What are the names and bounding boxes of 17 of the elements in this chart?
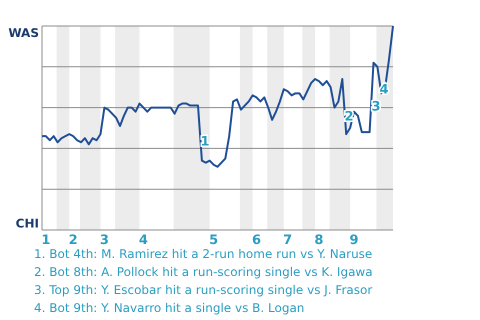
x-tick-label: 8: [314, 233, 324, 248]
text: CHI: [16, 216, 39, 231]
x-tick-label: 7: [283, 233, 292, 248]
x-tick-label: 5: [209, 233, 218, 248]
annotation: 3: [371, 100, 381, 115]
text: 4. Bot 9th: Y. Navarro hit a single vs B. Logan: [34, 301, 304, 315]
x-tick-label: 1: [41, 233, 50, 248]
x-tick-label: 2: [68, 233, 78, 248]
text: WAS: [8, 26, 39, 40]
text: 3. Top 9th: Y. Escobar hit a run-scoring single vs J. Frasor: [34, 283, 372, 297]
text: 2. Bot 8th: A. Pollock hit a run-scoring single vs K. Igawa: [34, 265, 373, 279]
x-tick-label: 9: [349, 233, 359, 248]
text: 1. Bot 4th: M. Ramirez hit a 2-run home run vs Y. Naruse: [34, 247, 372, 261]
x-tick-label: 4: [138, 233, 148, 248]
x-tick-label: 3: [100, 233, 109, 248]
annotation: 1: [200, 134, 210, 150]
x-tick-label: 6: [252, 233, 262, 248]
